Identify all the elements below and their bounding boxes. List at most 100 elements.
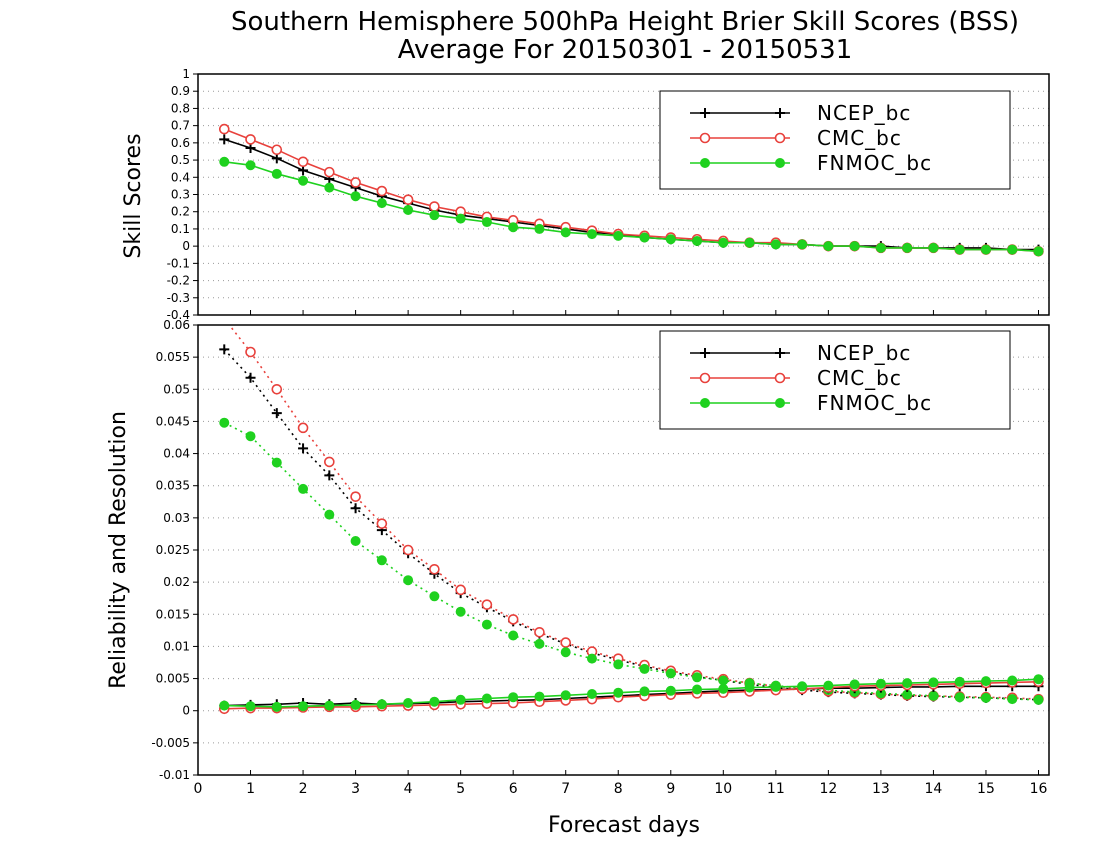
series-layer — [218, 123, 1044, 257]
y-tick-label: 0 — [182, 704, 190, 718]
y-tick-label: 0.4 — [171, 170, 190, 184]
legend-marker — [775, 108, 785, 118]
data-point-FNMOC_bc-reliability — [1007, 675, 1018, 686]
data-point-FNMOC_bc-resolution — [665, 668, 676, 679]
data-point-FNMOC_bc-reliability — [875, 678, 886, 689]
x-tick-label: 9 — [666, 781, 675, 797]
data-point-FNMOC_bc-resolution — [928, 690, 939, 701]
data-point-FNMOC_bc-resolution — [692, 672, 703, 683]
data-point-CMC_bc-resolution — [402, 544, 414, 556]
data-point-FNMOC_bc-resolution — [954, 692, 965, 703]
data-point-FNMOC_bc — [508, 222, 519, 233]
data-point-FNMOC_bc-reliability — [350, 699, 361, 710]
y-tick-label: 0.035 — [156, 479, 190, 493]
data-point-FNMOC_bc-reliability — [298, 701, 309, 712]
data-point-FNMOC_bc — [823, 241, 834, 252]
x-tick-label: 2 — [299, 781, 308, 797]
data-point-FNMOC_bc-resolution — [298, 483, 309, 494]
y-tick-label: 0.9 — [171, 84, 190, 98]
data-point-CMC_bc-resolution — [429, 563, 440, 575]
data-point-FNMOC_bc-resolution — [508, 630, 519, 641]
data-point-FNMOC_bc-reliability — [902, 678, 913, 689]
data-point-FNMOC_bc-resolution — [219, 417, 230, 428]
legend-marker — [775, 158, 785, 168]
data-point-NCEP_bc-resolution — [324, 470, 335, 481]
data-point-FNMOC_bc — [875, 242, 886, 253]
data-point-NCEP_bc-resolution — [245, 372, 256, 383]
data-point-FNMOC_bc — [980, 244, 991, 255]
x-tick-label: 11 — [767, 781, 785, 797]
data-point-FNMOC_bc-resolution — [403, 575, 414, 586]
data-point-CMC_bc-resolution — [245, 346, 256, 358]
legend-box — [659, 90, 1011, 190]
data-point-FNMOC_bc-reliability — [403, 698, 414, 708]
data-point-CMC_bc-resolution — [455, 584, 466, 596]
y-tick-label: 0.015 — [156, 607, 190, 621]
data-point-FNMOC_bc-resolution — [324, 509, 335, 520]
y-tick-label: 0.2 — [171, 205, 190, 219]
y-tick-label: 0.7 — [171, 119, 190, 133]
data-point-FNMOC_bc — [639, 232, 650, 243]
x-tick-label: 12 — [819, 781, 837, 797]
y-tick-label: -0.1 — [167, 256, 190, 270]
data-point-FNMOC_bc — [271, 168, 282, 179]
legend-entry-FNMOC_bc: FNMOC_bc — [817, 151, 932, 175]
data-point-NCEP_bc-resolution — [271, 408, 282, 419]
data-point-FNMOC_bc-resolution — [718, 675, 729, 686]
data-point-FNMOC_bc-reliability — [849, 679, 860, 690]
data-point-FNMOC_bc-resolution — [1007, 694, 1018, 705]
chart-title-line2: Average For 20150301 - 20150531 — [398, 35, 853, 65]
data-point-NCEP_bc-resolution — [298, 443, 309, 454]
data-point-FNMOC_bc-resolution — [429, 591, 440, 602]
bottom-panel-ylabel: Reliability and Resolution — [106, 411, 131, 689]
y-tick-label: -0.005 — [151, 736, 190, 750]
x-tick-label: 4 — [404, 781, 413, 797]
data-point-CMC_bc-resolution — [507, 614, 519, 625]
data-point-FNMOC_bc-reliability — [219, 700, 230, 711]
legend-marker — [699, 372, 711, 384]
data-point-CMC_bc — [429, 201, 440, 212]
legend-marker — [775, 348, 785, 358]
legend-entry-CMC_bc: CMC_bc — [817, 366, 902, 390]
y-tick-label: -0.01 — [159, 768, 190, 782]
x-tick-label: 6 — [509, 781, 518, 797]
x-tick-label: 3 — [351, 781, 360, 797]
y-tick-label: -0.3 — [167, 291, 190, 305]
y-tick-label: 0.02 — [163, 575, 190, 589]
data-point-CMC_bc-resolution — [324, 456, 335, 468]
data-point-FNMOC_bc-reliability — [508, 692, 519, 703]
legend-marker — [700, 348, 710, 358]
data-point-FNMOC_bc — [770, 239, 781, 250]
data-point-CMC_bc-resolution — [350, 491, 361, 502]
x-tick-label: 15 — [977, 781, 995, 797]
y-tick-label: -0.4 — [167, 308, 190, 322]
x-tick-label: 14 — [925, 781, 943, 797]
data-point-FNMOC_bc-resolution — [245, 431, 256, 442]
data-point-FNMOC_bc — [797, 239, 808, 250]
x-tick-label: 10 — [714, 781, 732, 797]
data-point-FNMOC_bc-reliability — [692, 684, 703, 695]
data-point-FNMOC_bc — [692, 235, 703, 246]
skill-scores-panel: -0.4 -0.3 -0.2 -0.1 0 0.1 0.2 0.3 0.4 0.5 0.6 0.7 0.… — [167, 67, 1050, 322]
data-point-CMC_bc — [245, 134, 256, 145]
data-point-FNMOC_bc-reliability — [481, 693, 492, 704]
x-tick-label: 8 — [614, 781, 623, 797]
y-tick-label: 0.05 — [163, 382, 190, 396]
legend-marker — [700, 398, 710, 408]
data-point-FNMOC_bc-reliability — [718, 683, 729, 694]
data-point-FNMOC_bc-reliability — [1033, 674, 1044, 685]
data-point-FNMOC_bc — [928, 242, 939, 253]
y-tick-label: 0.6 — [171, 136, 190, 150]
data-point-FNMOC_bc-reliability — [613, 687, 624, 698]
data-point-NCEP_bc-resolution — [350, 503, 361, 514]
data-point-FNMOC_bc-reliability — [639, 686, 650, 697]
data-point-FNMOC_bc — [1033, 246, 1044, 257]
legend-marker — [775, 398, 785, 408]
data-point-FNMOC_bc — [613, 230, 624, 241]
data-point-FNMOC_bc-resolution — [560, 647, 571, 658]
y-tick-label: 0.01 — [163, 639, 190, 653]
data-point-FNMOC_bc-reliability — [954, 676, 965, 687]
data-point-FNMOC_bc-resolution — [1033, 694, 1044, 705]
